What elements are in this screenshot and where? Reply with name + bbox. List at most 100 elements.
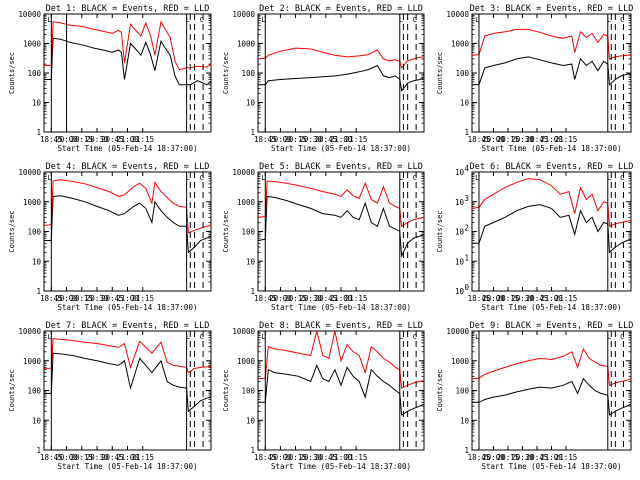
x-tick-label: 18:45 [254, 294, 277, 303]
x-tick-label: 21:15 [345, 294, 368, 303]
series-events-line [472, 377, 631, 416]
event-marker-label: L [186, 174, 190, 182]
event-marker-label: L [607, 16, 611, 24]
y-tick-label: 10 [455, 228, 465, 237]
y-tick-label: 10 [246, 416, 256, 425]
event-marker-label: L [475, 174, 479, 182]
y-tick-label: 100 [241, 228, 255, 237]
y-tick-label: 10000 [446, 327, 469, 336]
y-tick-label: 1000 [237, 198, 256, 207]
x-tick-label: 21:15 [131, 453, 154, 462]
x-tick-label: 20:30 [86, 453, 109, 462]
x-tick-label: 20:45 [315, 453, 338, 462]
event-marker-label: L [47, 174, 51, 182]
x-tick-label: 20:15 [70, 135, 93, 144]
y-tick-label: 1 [250, 287, 255, 296]
event-marker-label: C [620, 333, 624, 341]
y-tick-label: 100 [27, 387, 41, 396]
x-tick-label: 18:45 [468, 453, 491, 462]
event-marker-label: L [261, 16, 265, 24]
event-marker-label: L [399, 174, 403, 182]
panel-title: Det 2: BLACK = Events, RED = LLD [259, 4, 423, 14]
y-tick-label: 100 [455, 387, 469, 396]
x-tick-label: 21:15 [131, 294, 154, 303]
y-axis-label: Counts/sec [8, 52, 16, 94]
x-tick-label: 20:00 [482, 135, 505, 144]
x-tick-label: 21:15 [555, 453, 578, 462]
x-tick-label: 18:45 [40, 135, 63, 144]
x-axis-label: Start Time (05-Feb-14 18:37:00) [482, 462, 622, 471]
y-tick-label: 10 [246, 257, 256, 266]
event-marker-label: L [607, 174, 611, 182]
y-tick-label: 10 [455, 168, 465, 177]
axes-frame [257, 13, 425, 133]
event-marker-label: L [47, 16, 51, 24]
x-tick-label: 21:00 [116, 453, 139, 462]
y-tick-label: 10 [455, 257, 465, 266]
x-tick-label: 21:15 [131, 135, 154, 144]
x-tick-label: 20:00 [269, 294, 292, 303]
x-axis-label: Start Time (05-Feb-14 18:37:00) [482, 303, 622, 312]
y-tick-label: 10000 [18, 327, 41, 336]
y-tick-label: 10 [460, 99, 470, 108]
event-marker-label: C [413, 174, 417, 182]
x-tick-label: 21:00 [540, 453, 563, 462]
axes-frame [471, 171, 632, 292]
y-tick-exponent: 3 [464, 194, 469, 203]
y-tick-label: 100 [27, 69, 41, 78]
x-tick-label: 20:45 [526, 294, 549, 303]
event-marker-label: C [200, 174, 204, 182]
event-marker-label: C [620, 16, 624, 24]
x-tick-label: 21:00 [540, 135, 563, 144]
event-marker-label: L [47, 333, 51, 341]
panel-det-4: Det 4: BLACK = Events, RED = LLD 1 10 100 10… [8, 162, 212, 312]
x-axis-label: Start Time (05-Feb-14 18:37:00) [271, 462, 411, 471]
y-tick-label: 1000 [451, 40, 470, 49]
series-lld-line [44, 179, 211, 234]
x-tick-label: 20:45 [315, 294, 338, 303]
x-tick-label: 20:15 [497, 453, 520, 462]
event-marker-label: L [399, 333, 403, 341]
panel-title: Det 9: BLACK = Events, RED = LLD [470, 321, 634, 331]
y-tick-exponent: 0 [464, 283, 469, 292]
x-tick-label: 20:30 [299, 135, 322, 144]
x-tick-label: 21:00 [540, 294, 563, 303]
x-tick-label: 21:15 [555, 135, 578, 144]
series-lld-line [258, 331, 424, 389]
panel-title: Det 8: BLACK = Events, RED = LLD [259, 321, 423, 331]
y-tick-label: 1000 [451, 357, 470, 366]
x-tick-label: 20:00 [482, 453, 505, 462]
y-tick-label: 100 [27, 228, 41, 237]
series-events-line [44, 37, 211, 86]
y-tick-label: 1 [464, 128, 469, 137]
panel-title: Det 6: BLACK = Events, RED = LLD [470, 162, 634, 172]
y-tick-label: 10000 [18, 10, 41, 19]
series-lld-line [44, 338, 211, 374]
x-tick-label: 20:30 [86, 135, 109, 144]
panel-det-3: Det 3: BLACK = Events, RED = LLD 1 10 100 10… [436, 4, 633, 153]
event-marker-label: L [186, 333, 190, 341]
panel-det-1: Det 1: BLACK = Events, RED = LLD 1 10 100 10… [8, 4, 212, 153]
axes-frame [43, 13, 212, 133]
y-tick-label: 100 [455, 69, 469, 78]
x-tick-label: 20:15 [70, 294, 93, 303]
x-tick-label: 20:45 [101, 135, 124, 144]
event-marker-label: L [261, 174, 265, 182]
x-tick-label: 20:45 [526, 453, 549, 462]
x-tick-label: 18:45 [468, 135, 491, 144]
y-tick-label: 1 [36, 446, 41, 455]
x-tick-label: 20:45 [315, 135, 338, 144]
x-tick-label: 20:00 [55, 135, 78, 144]
x-tick-label: 20:00 [482, 294, 505, 303]
y-tick-exponent: 4 [464, 164, 469, 173]
y-tick-label: 10000 [232, 327, 255, 336]
x-tick-label: 20:00 [269, 135, 292, 144]
y-axis-label: Counts/sec [436, 52, 444, 94]
x-tick-label: 21:00 [330, 135, 353, 144]
x-tick-label: 20:45 [101, 294, 124, 303]
x-tick-label: 20:00 [55, 453, 78, 462]
y-tick-label: 10000 [232, 168, 255, 177]
x-tick-label: 20:30 [86, 294, 109, 303]
panel-det-8: Det 8: BLACK = Events, RED = LLD 1 10 100 10… [222, 321, 425, 471]
x-tick-label: 20:15 [284, 135, 307, 144]
